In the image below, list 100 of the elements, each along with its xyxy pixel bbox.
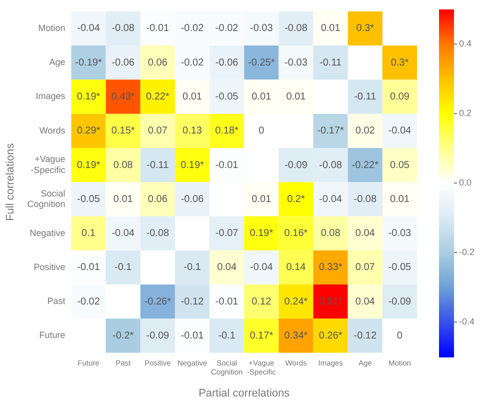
data-label: -0.04 — [77, 23, 100, 34]
data-label: 0.18* — [215, 126, 239, 137]
data-label: -0.11 — [354, 92, 377, 102]
y-tick-label: Future — [39, 330, 66, 340]
data-label: -0.08 — [319, 160, 342, 171]
data-label: 0.05 — [390, 160, 410, 171]
data-label: 0.07 — [148, 126, 168, 137]
data-label: 0 — [258, 126, 265, 137]
data-label: 0.01 — [390, 194, 410, 205]
data-label: -0.04 — [112, 228, 135, 240]
data-label: 0.22* — [146, 92, 170, 102]
data-label: -0.02 — [180, 23, 204, 34]
color-bar-label: -0.4 — [459, 316, 475, 327]
data-label: 0.3* — [390, 57, 409, 68]
data-label: -0.07 — [215, 228, 239, 240]
color-bar-label: 0.0 — [459, 178, 472, 188]
data-label: 0.01 — [182, 92, 202, 102]
color-bar-label: -0.2 — [459, 247, 475, 258]
data-label: 0.01 — [252, 92, 272, 102]
data-label: -0.04 — [319, 194, 342, 205]
data-label: -0.01 — [215, 160, 239, 171]
data-label: -0.01 — [180, 330, 204, 342]
data-label: -0.05 — [388, 262, 412, 274]
data-label: -0.08 — [146, 228, 170, 240]
data-label: -0.06 — [215, 57, 239, 68]
data-label: 0.06 — [148, 57, 168, 68]
data-label: 0.06 — [148, 194, 168, 205]
data-label: 0.13 — [182, 126, 202, 137]
data-label: 0.19* — [180, 160, 204, 171]
x-axis-title: Partial correlations — [198, 387, 290, 400]
data-label: 0.12 — [252, 296, 272, 308]
data-label: 0.51* — [318, 296, 342, 308]
data-label: 0.04 — [355, 296, 376, 308]
data-label: -0.06 — [180, 194, 204, 205]
y-tick-label: Social Cognition — [27, 188, 66, 210]
y-tick-label: Images — [36, 91, 66, 102]
color-bar-label: 0.4 — [459, 38, 472, 49]
data-label: -0.08 — [112, 23, 135, 34]
y-tick-label: +Vague -Specific — [30, 154, 66, 175]
data-label: -0.09 — [146, 330, 170, 342]
data-label: 0.3* — [356, 23, 374, 34]
data-label: -0.01 — [77, 262, 100, 274]
data-label: 0.01 — [252, 194, 272, 205]
data-label: 0.01 — [320, 23, 341, 34]
data-label: 0.24* — [284, 296, 308, 308]
color-bar-label: 0.2 — [459, 108, 472, 118]
data-label: -0.03 — [250, 23, 274, 34]
data-label: -0.03 — [284, 57, 308, 68]
data-label: -0.02 — [77, 296, 100, 308]
data-label: -0.05 — [77, 194, 100, 205]
data-label: 0.19* — [76, 92, 100, 102]
data-label: 0.34* — [284, 330, 308, 342]
data-label: 0.19* — [76, 160, 100, 171]
data-label: -0.02 — [180, 57, 204, 68]
y-tick-label: Past — [47, 296, 66, 306]
data-label: 0.02 — [355, 126, 376, 137]
data-label: 0.08 — [113, 160, 134, 171]
data-label: 0 — [396, 330, 403, 342]
data-label: -0.17* — [317, 126, 344, 137]
data-label: 0.33* — [318, 262, 342, 274]
data-label: -0.08 — [284, 23, 308, 34]
data-label: -0.11 — [320, 57, 342, 68]
data-label: 0.09 — [390, 92, 410, 102]
y-tick-label: Words — [39, 125, 66, 136]
data-label: 0.29* — [76, 126, 100, 137]
data-label: 0.08 — [320, 228, 341, 240]
y-tick-label: Motion — [38, 22, 66, 33]
data-label: -0.09 — [284, 160, 308, 171]
data-label: -0.04 — [250, 262, 274, 274]
data-label: -0.01 — [146, 23, 170, 34]
data-label: -0.05 — [215, 92, 239, 102]
data-label: 0.01 — [286, 92, 306, 102]
y-tick-label: Positive — [34, 262, 66, 272]
y-axis-title: Full correlations — [4, 142, 17, 221]
data-label: 0.04 — [217, 262, 237, 274]
data-label: -0.01 — [215, 296, 239, 308]
data-label: -0.2* — [112, 330, 134, 342]
data-label: 0.16* — [284, 228, 308, 240]
data-label: -0.26* — [144, 296, 172, 308]
data-label: -0.22* — [352, 160, 379, 171]
data-label: -0.1 — [218, 330, 236, 342]
data-label: 0.43* — [111, 92, 135, 102]
data-label: -0.12 — [180, 296, 204, 308]
data-label: 0.1 — [82, 228, 96, 240]
data-label: -0.12 — [354, 330, 377, 342]
y-tick-label: Negative — [30, 228, 66, 238]
data-label: 0.07 — [355, 262, 376, 274]
data-label: 0.19* — [250, 228, 274, 240]
data-label: 0.14 — [286, 262, 306, 274]
data-label: 0.17* — [250, 330, 274, 342]
data-label: -0.1 — [184, 262, 202, 274]
data-label: -0.02 — [215, 23, 239, 34]
data-label: 0.2* — [287, 194, 305, 205]
data-label: 0.15* — [111, 126, 135, 137]
data-label: -0.09 — [388, 296, 412, 308]
data-label: -0.06 — [112, 57, 135, 68]
data-label: -0.04 — [388, 126, 412, 137]
data-label: -0.11 — [146, 160, 170, 171]
data-label: -0.19* — [75, 57, 102, 68]
y-tick-label: Age — [49, 57, 66, 68]
